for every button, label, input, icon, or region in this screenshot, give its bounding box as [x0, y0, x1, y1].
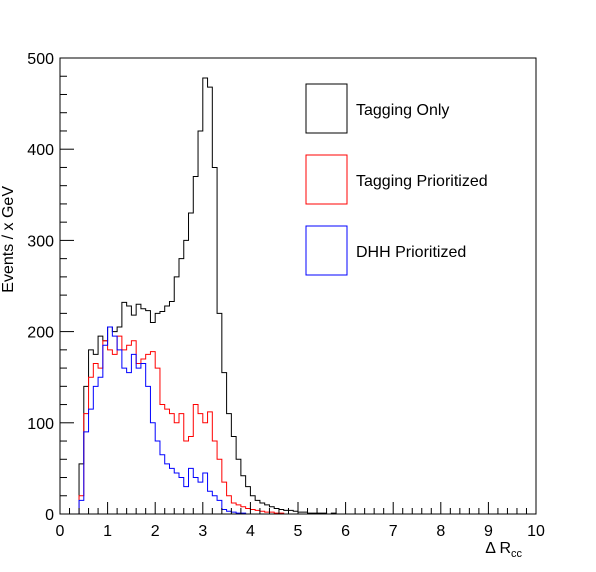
- x-tick-label: 3: [198, 523, 207, 540]
- x-tick-label: 0: [56, 523, 65, 540]
- x-tick-label: 10: [527, 523, 545, 540]
- y-tick-label: 400: [27, 142, 54, 159]
- legend-swatch-2: [305, 154, 348, 205]
- y-tick-label: 500: [27, 51, 54, 68]
- legend-label-1: Tagging Only: [356, 102, 449, 119]
- x-tick-label: 5: [294, 523, 303, 540]
- legend: Tagging Only Tagging Prioritized DHH Prior…: [305, 83, 488, 276]
- legend-swatch-3: [305, 225, 348, 276]
- legend-swatch-1: [305, 83, 348, 134]
- legend-label-2: Tagging Prioritized: [356, 173, 488, 190]
- y-tick-label: 100: [27, 416, 54, 433]
- x-axis-label: Δ Rcc: [485, 540, 522, 560]
- y-tick-label: 200: [27, 325, 54, 342]
- x-tick-label: 1: [103, 523, 112, 540]
- y-tick-label: 0: [45, 507, 54, 524]
- x-axis-label-main: Δ R: [485, 540, 511, 557]
- x-tick-label: 7: [389, 523, 398, 540]
- x-tick-label: 9: [484, 523, 493, 540]
- y-tick-label: 300: [27, 233, 54, 250]
- x-axis-label-subscript: cc: [511, 548, 523, 560]
- y-axis-label: Events / x GeV: [0, 186, 17, 293]
- legend-label-3: DHH Prioritized: [356, 244, 466, 261]
- x-tick-label: 2: [151, 523, 160, 540]
- x-tick-label: 6: [341, 523, 350, 540]
- x-tick-label: 8: [436, 523, 445, 540]
- x-tick-label: 4: [246, 523, 255, 540]
